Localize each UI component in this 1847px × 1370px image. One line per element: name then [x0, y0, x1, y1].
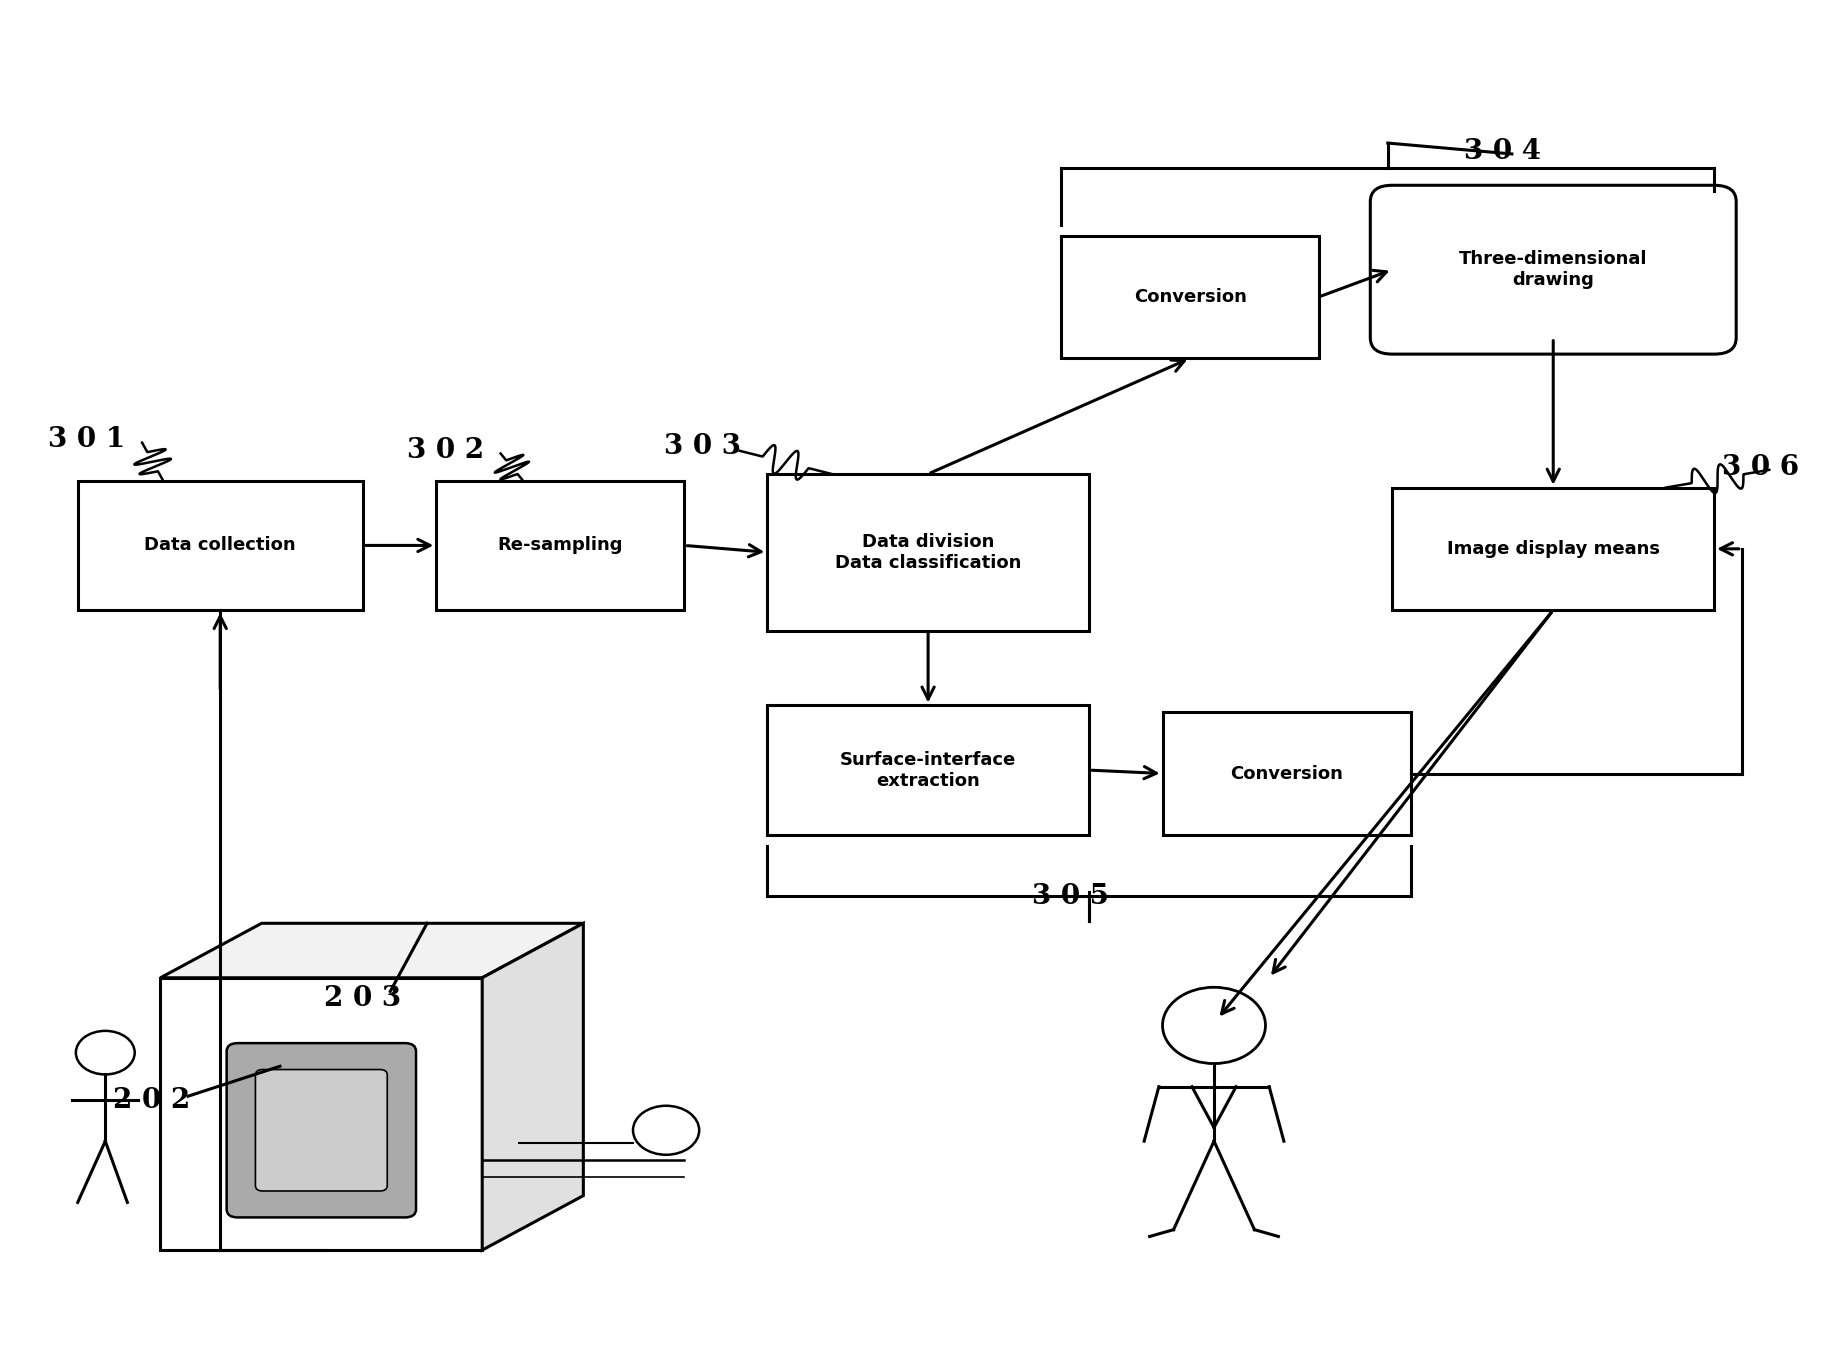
Polygon shape [161, 923, 584, 978]
Polygon shape [482, 923, 584, 1249]
FancyBboxPatch shape [1393, 488, 1714, 610]
Text: 3 0 6: 3 0 6 [1721, 453, 1799, 481]
Text: Surface-interface
extraction: Surface-interface extraction [840, 751, 1016, 789]
Text: 3 0 2: 3 0 2 [406, 437, 484, 464]
Text: 3 0 5: 3 0 5 [1032, 882, 1108, 910]
Text: Conversion: Conversion [1134, 288, 1247, 306]
Text: 3 0 3: 3 0 3 [665, 433, 741, 460]
FancyBboxPatch shape [767, 706, 1090, 834]
FancyBboxPatch shape [255, 1070, 388, 1191]
FancyBboxPatch shape [78, 481, 362, 610]
FancyBboxPatch shape [1062, 236, 1319, 358]
Text: 3 0 1: 3 0 1 [48, 426, 126, 453]
FancyBboxPatch shape [227, 1043, 416, 1218]
Text: 3 0 4: 3 0 4 [1465, 138, 1540, 164]
FancyBboxPatch shape [767, 474, 1090, 630]
Text: Data collection: Data collection [144, 537, 296, 555]
Text: 2 0 3: 2 0 3 [323, 985, 401, 1011]
FancyBboxPatch shape [161, 978, 482, 1249]
Text: Image display means: Image display means [1446, 540, 1660, 558]
FancyBboxPatch shape [1370, 185, 1736, 353]
Text: Conversion: Conversion [1230, 764, 1343, 782]
FancyBboxPatch shape [1162, 712, 1411, 834]
Text: Three-dimensional
drawing: Three-dimensional drawing [1459, 251, 1648, 289]
FancyBboxPatch shape [436, 481, 685, 610]
Text: 2 0 2: 2 0 2 [113, 1086, 190, 1114]
Text: Data division
Data classification: Data division Data classification [835, 533, 1021, 571]
Text: Re-sampling: Re-sampling [497, 537, 622, 555]
